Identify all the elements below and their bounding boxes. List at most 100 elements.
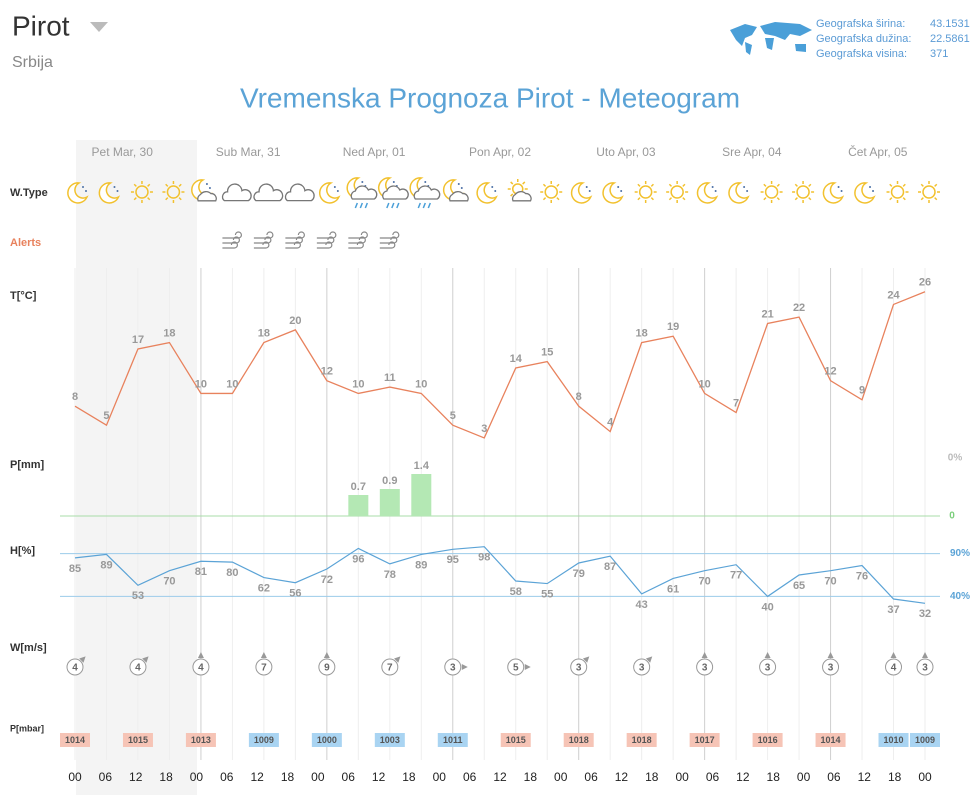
wind-marker: 9 xyxy=(318,652,336,676)
moon xyxy=(602,182,624,204)
star xyxy=(711,186,714,188)
temperature-label: 10 xyxy=(352,378,364,390)
day-label: Pon Apr, 02 xyxy=(469,145,531,159)
day-label: Uto Apr, 03 xyxy=(596,145,656,159)
wind-marker: 5 xyxy=(507,658,531,676)
humidity-tick-label: 40% xyxy=(950,591,970,602)
star xyxy=(457,183,460,185)
wind-label: 3 xyxy=(702,663,708,674)
wind-label: 9 xyxy=(324,663,330,674)
sun xyxy=(166,185,181,199)
pressure-label: 1017 xyxy=(695,735,715,745)
temperature-label: 12 xyxy=(321,366,333,378)
temperature-label: 15 xyxy=(541,347,553,359)
city-dropdown[interactable] xyxy=(90,22,108,32)
star xyxy=(840,190,843,192)
rain-drop xyxy=(427,202,431,209)
pressure-box xyxy=(437,733,468,747)
star xyxy=(208,187,211,189)
sun-ray xyxy=(178,197,182,201)
humidity-line xyxy=(74,546,926,604)
sun-ray xyxy=(510,193,514,197)
wind-circle xyxy=(507,658,525,676)
precipitation-bar xyxy=(379,489,400,516)
temperature-label: 26 xyxy=(919,277,931,289)
weather-icon xyxy=(442,179,469,202)
weather-icon xyxy=(728,182,750,204)
humidity-label: 37 xyxy=(887,604,899,616)
weather-icon xyxy=(822,182,845,204)
pressure-label: 1013 xyxy=(191,735,211,745)
sun-ray xyxy=(920,197,924,201)
star xyxy=(746,190,749,192)
wind-arrow xyxy=(890,652,897,658)
x-tick-label: 00 xyxy=(433,770,447,784)
city-name: Pirot xyxy=(12,10,70,41)
x-tick-label: 18 xyxy=(888,770,902,784)
sun-ray xyxy=(763,183,767,187)
sun-ray xyxy=(522,181,526,185)
wind-arrow xyxy=(323,652,330,658)
pressure-box xyxy=(500,733,531,747)
weather-icon xyxy=(378,177,409,209)
world-map-icon xyxy=(730,22,812,55)
weather-icon xyxy=(666,181,689,203)
sun-ray xyxy=(934,197,938,201)
wind-stroke xyxy=(222,241,238,249)
wind-label: 4 xyxy=(198,663,204,674)
temperature-label: 4 xyxy=(607,416,614,428)
wind-marker: 4 xyxy=(885,652,903,676)
humidity-label: 70 xyxy=(824,576,836,588)
sun-ray xyxy=(542,183,547,187)
sun-ray xyxy=(510,181,514,185)
humidity-label: 53 xyxy=(132,590,144,602)
wind-arrow-head xyxy=(827,652,834,658)
pressure-box xyxy=(626,733,657,747)
humidity-label: 78 xyxy=(384,569,396,581)
wind-circle xyxy=(822,658,840,676)
humidity-label: 89 xyxy=(100,559,112,571)
wind-circle xyxy=(255,658,273,676)
x-tick-label: 00 xyxy=(190,770,204,784)
wind-stroke xyxy=(316,241,333,249)
weather-icon xyxy=(634,181,657,203)
moon xyxy=(854,182,876,204)
humidity-label: 77 xyxy=(730,570,742,582)
moon xyxy=(728,182,750,204)
wind-alert-icon xyxy=(348,231,368,249)
moon xyxy=(319,182,341,204)
sun xyxy=(796,185,810,199)
cloud xyxy=(284,183,315,202)
wind-marker: 3 xyxy=(444,658,468,676)
x-tick-label: 06 xyxy=(706,770,720,784)
cloud xyxy=(413,185,441,200)
temperature-label: 18 xyxy=(258,327,270,339)
star xyxy=(205,183,208,185)
sun-ray xyxy=(133,197,137,201)
weather-icon xyxy=(98,182,121,204)
star xyxy=(743,186,746,188)
x-tick-label: 00 xyxy=(311,770,325,784)
weather-icon xyxy=(854,182,876,204)
wind-arrow-head xyxy=(701,652,708,658)
temperature-label: 5 xyxy=(103,410,109,422)
row-label: W[m/s] xyxy=(10,642,47,654)
humidity-label: 40 xyxy=(761,601,773,613)
wind-arrow-head xyxy=(461,664,468,671)
precipitation-label: 1.4 xyxy=(414,460,430,472)
wind-circle xyxy=(633,658,651,676)
wind-marker: 3 xyxy=(916,652,934,676)
x-tick-label: 18 xyxy=(767,770,781,784)
wind-stroke xyxy=(253,241,270,249)
x-tick-label: 06 xyxy=(584,770,598,784)
country-name: Srbija xyxy=(12,54,53,71)
wind-arrow-head xyxy=(142,656,149,663)
x-tick-label: 18 xyxy=(281,770,295,784)
wind-marker: 7 xyxy=(255,652,273,676)
row-label: P[mm] xyxy=(10,459,45,471)
pressure-label: 1009 xyxy=(254,735,274,745)
wind-marker: 4 xyxy=(192,652,210,676)
humidity-label: 98 xyxy=(478,552,490,564)
weather-icon xyxy=(253,183,284,202)
sun-ray xyxy=(902,197,906,201)
